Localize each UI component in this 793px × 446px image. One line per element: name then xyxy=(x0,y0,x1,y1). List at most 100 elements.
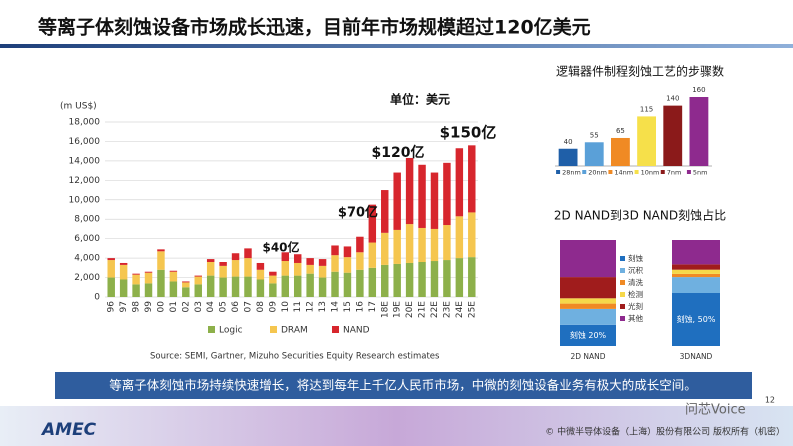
value-label: 160 xyxy=(692,86,705,94)
bar-segment xyxy=(560,324,616,346)
bar-segment xyxy=(405,224,414,263)
bar-segment xyxy=(144,272,153,284)
bar-segment xyxy=(306,273,314,297)
bar-segment xyxy=(468,145,476,213)
bar-segment xyxy=(206,275,215,297)
bar-segment xyxy=(672,273,720,278)
bar-segment xyxy=(672,240,720,265)
y-tick-label: 14,000 xyxy=(69,156,101,166)
bar-segment xyxy=(443,162,451,226)
bar-segment xyxy=(281,252,290,262)
bar-segment xyxy=(455,258,464,297)
bar-segment xyxy=(356,252,364,270)
x-tick-label: 07 xyxy=(243,301,253,312)
x-tick-label: 11 xyxy=(293,301,303,312)
bar-segment xyxy=(381,264,389,297)
bar-segment xyxy=(405,157,414,225)
bar-segment xyxy=(119,262,128,265)
bar-segment xyxy=(169,281,178,297)
bar-segment xyxy=(368,267,377,297)
legend-label: 其他 xyxy=(628,313,643,323)
bar-segment xyxy=(144,283,153,297)
x-tick-label: 18E xyxy=(380,301,390,318)
x-tick-label: 09 xyxy=(268,301,278,313)
x-tick-label: 24E xyxy=(455,301,465,318)
bar-segment xyxy=(356,269,364,297)
bar-segment xyxy=(132,284,140,297)
x-tick-label: 14 xyxy=(331,301,341,313)
y-tick-label: 12,000 xyxy=(69,176,101,186)
bar-segment xyxy=(293,262,302,276)
bar-segment xyxy=(244,258,252,277)
bar-segment xyxy=(119,264,128,280)
legend-swatch xyxy=(608,170,613,174)
bar-segment xyxy=(169,271,178,282)
legend-label: 沉积 xyxy=(628,265,643,275)
legend-label: 检测 xyxy=(628,289,643,299)
bar-segment xyxy=(219,277,227,297)
x-tick-label: 19E xyxy=(393,301,403,318)
title-rule xyxy=(0,44,793,48)
bar-segment xyxy=(318,277,327,297)
legend-label: 7nm xyxy=(667,169,682,177)
value-label: 65 xyxy=(616,127,625,135)
x-tick-label: 01 xyxy=(169,301,179,312)
x-tick-label: 16 xyxy=(355,301,365,313)
banner-text: 等离子体刻蚀市场持续快速增长，将达到每年上千亿人民币市场，中微的刻蚀设备业务有极… xyxy=(109,378,697,393)
bar-segment xyxy=(269,271,277,276)
x-tick-label: 21E xyxy=(418,301,428,318)
bar-segment xyxy=(430,228,439,262)
legend-swatch xyxy=(332,326,339,333)
bar-segment xyxy=(443,260,451,297)
x-tick-label: 23E xyxy=(442,301,452,318)
bar-segment xyxy=(256,269,265,280)
legend-label: NAND xyxy=(343,326,370,336)
bar-segment xyxy=(331,255,339,272)
x-tick-label: 97 xyxy=(119,301,129,312)
bar-segment xyxy=(182,287,190,297)
bar-segment xyxy=(455,148,464,217)
bar-segment xyxy=(560,303,616,309)
value-label: 刻蚀 20% xyxy=(570,330,607,340)
x-tick-label: 20E xyxy=(405,301,415,318)
legend-label: DRAM xyxy=(281,326,308,336)
bar-segment xyxy=(119,279,128,297)
bar-segment xyxy=(206,262,215,276)
bar-segment xyxy=(418,262,426,297)
x-tick-label: 22E xyxy=(430,301,440,318)
legend-label: 光刻 xyxy=(628,301,643,311)
legend-swatch xyxy=(620,256,625,261)
slide-title: 等离子体刻蚀设备市场成长迅速，目前年市场规模超过120亿美元 xyxy=(37,16,591,39)
bar xyxy=(584,142,604,166)
bar-segment xyxy=(293,275,302,297)
bar-segment xyxy=(318,259,327,266)
bar-segment xyxy=(206,259,215,262)
x-tick-label: 3DNAND xyxy=(680,352,713,361)
bar-segment xyxy=(182,281,190,283)
legend-swatch xyxy=(634,170,639,174)
bar-segment xyxy=(430,172,439,229)
bar xyxy=(558,148,578,166)
legend-label: 10nm xyxy=(641,169,660,177)
banner xyxy=(55,372,752,399)
bar-segment xyxy=(430,261,439,297)
legend-swatch xyxy=(582,170,587,174)
bar-segment xyxy=(306,258,314,265)
bar-segment xyxy=(418,164,426,228)
x-tick-label: 17 xyxy=(368,301,378,312)
bar-segment xyxy=(144,271,153,273)
bar-segment xyxy=(256,279,265,297)
legend-swatch xyxy=(208,326,215,333)
x-tick-label: 96 xyxy=(107,301,117,313)
bar-segment xyxy=(256,262,265,270)
bar-segment xyxy=(306,264,314,274)
bar-segment xyxy=(219,262,227,266)
value-label: 55 xyxy=(590,131,599,139)
chart-title: 逻辑器件制程刻蚀工艺的步骤数 xyxy=(556,64,724,79)
bar-segment xyxy=(455,216,464,259)
x-tick-label: 15 xyxy=(343,301,353,312)
bar-segment xyxy=(418,227,426,262)
bar-segment xyxy=(231,253,240,261)
annotation: $40亿 xyxy=(262,240,299,255)
bar-segment xyxy=(381,190,389,233)
